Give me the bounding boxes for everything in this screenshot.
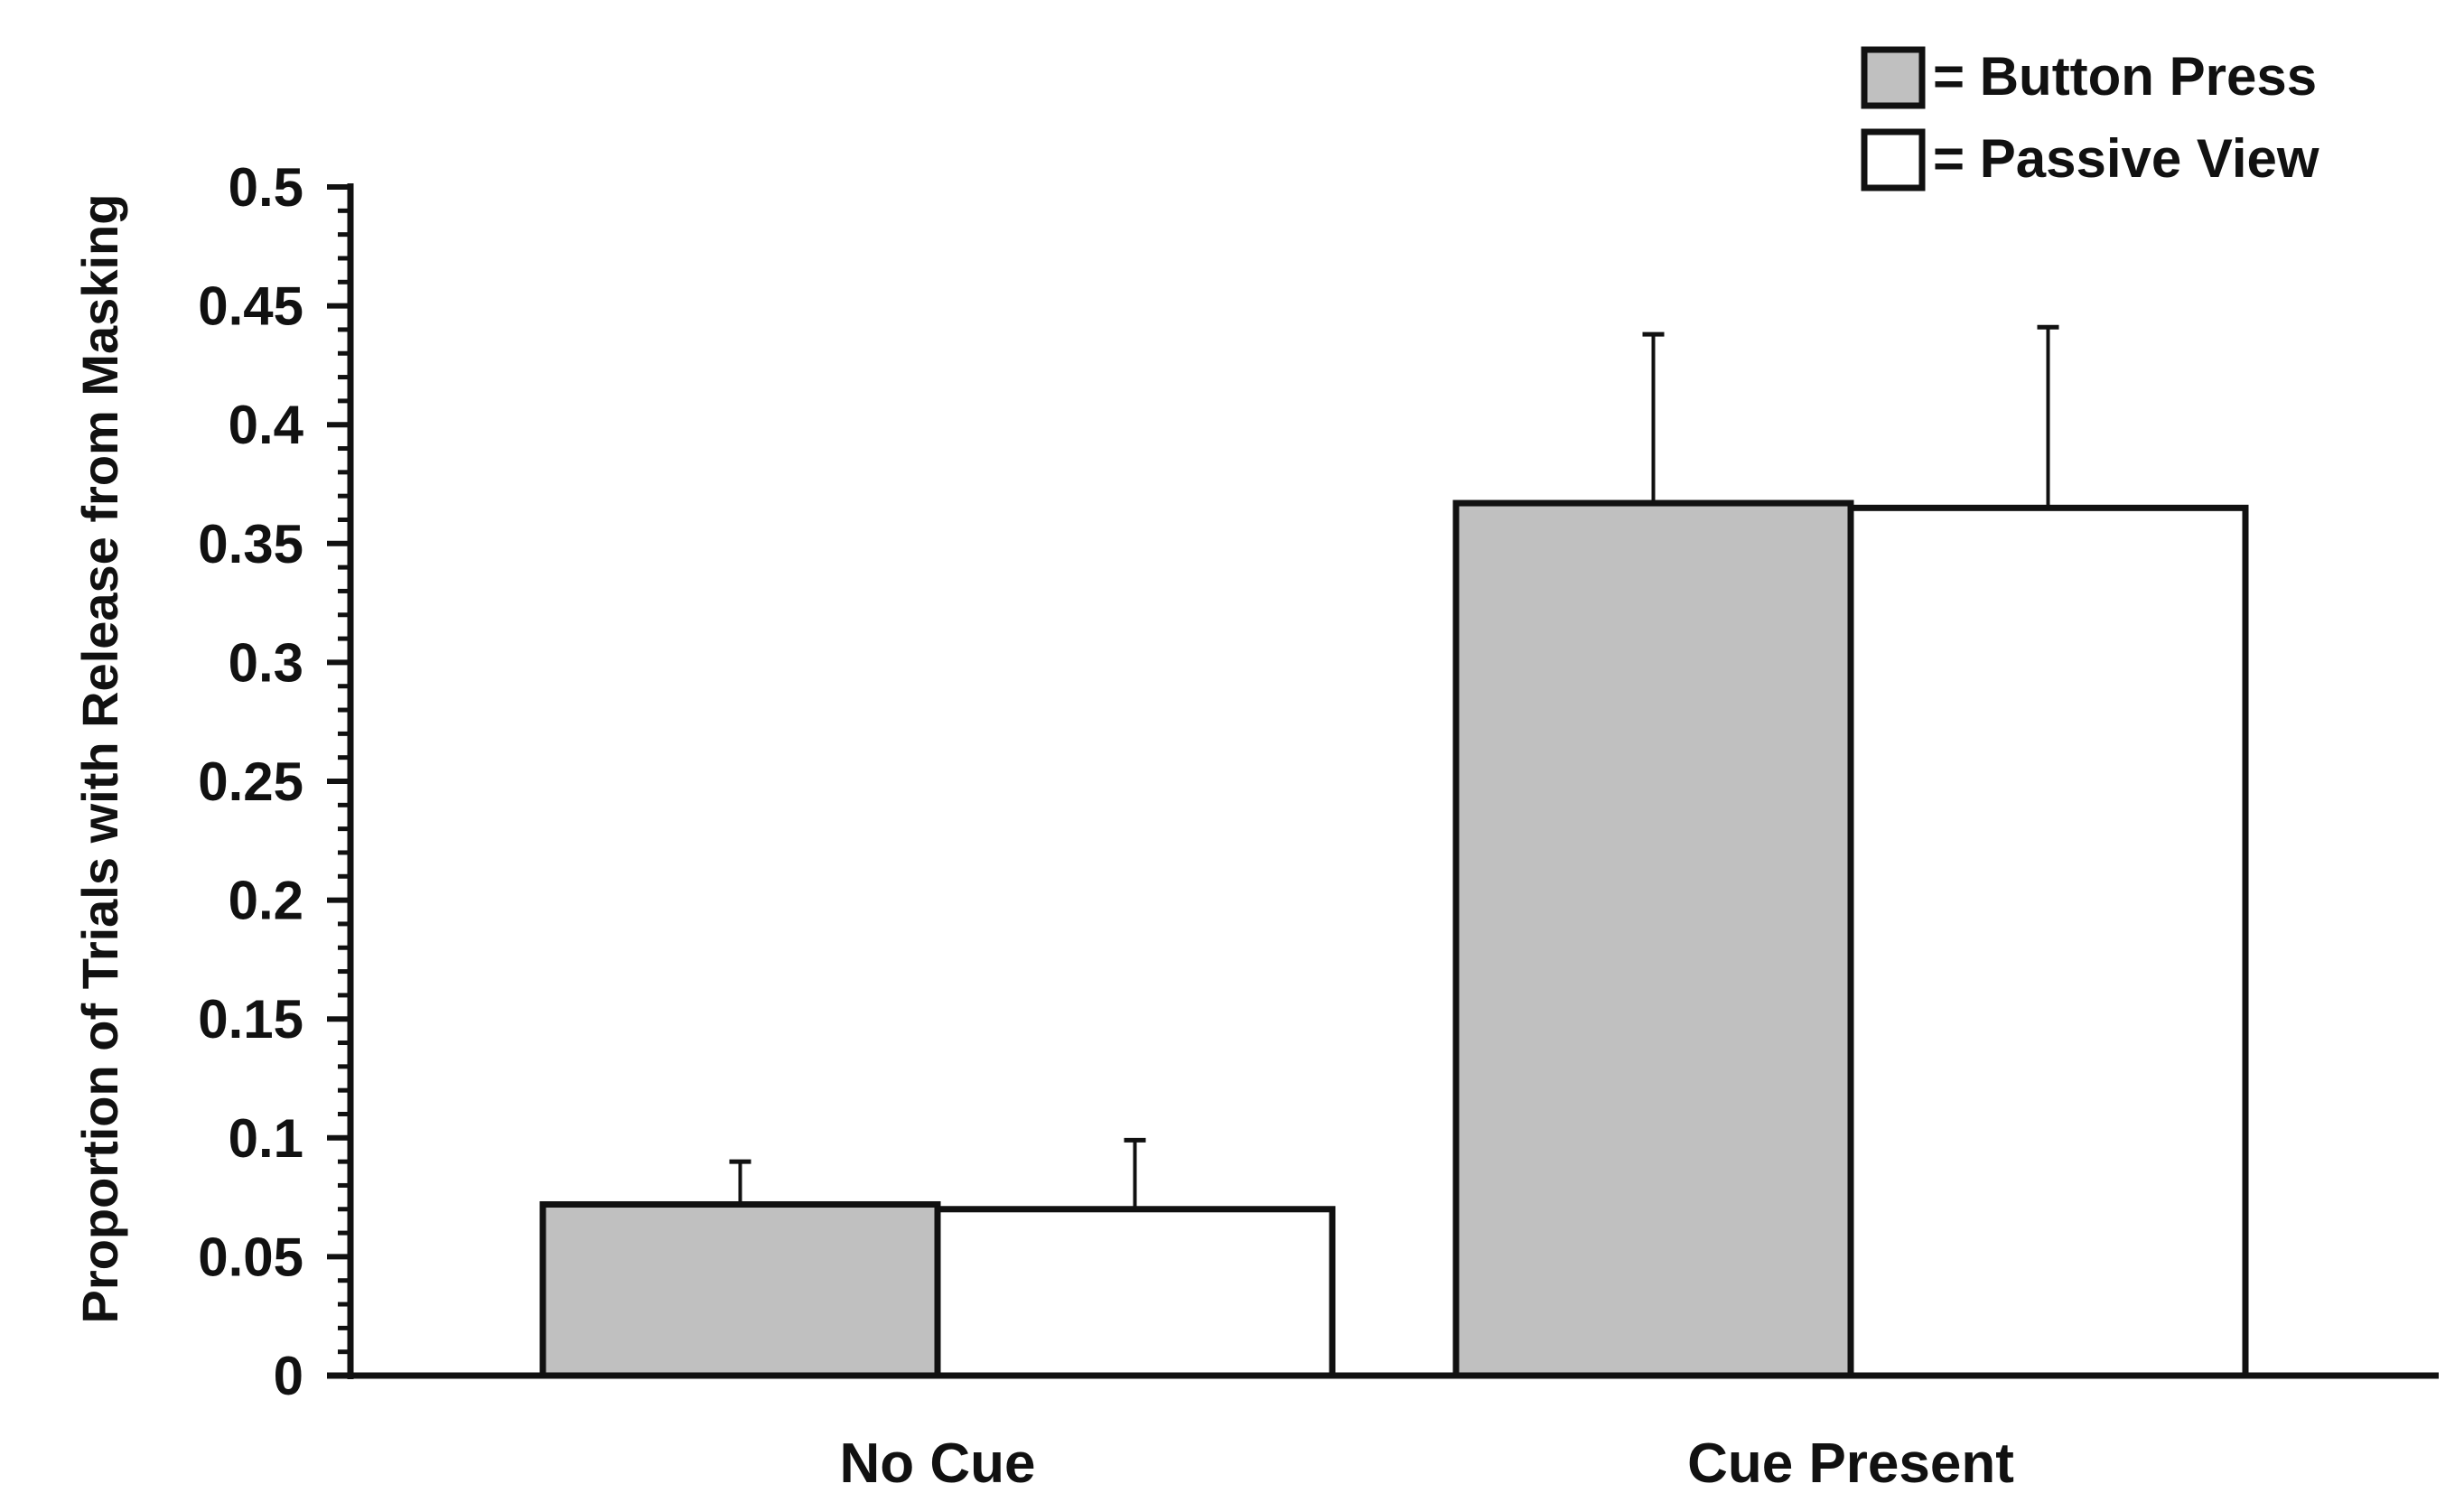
legend: = Button Press = Passive View	[1861, 46, 2319, 191]
y-tick-label: 0.2	[229, 871, 303, 931]
y-tick-label: 0.45	[198, 276, 303, 337]
y-tick-label: 0.3	[229, 632, 303, 693]
x-category-labels: No Cue Cue Present	[840, 1432, 2014, 1493]
bar-cue-present-button-press	[1452, 499, 1854, 1379]
y-tick-label: 0.15	[198, 989, 303, 1050]
error-bars-layer	[729, 324, 2059, 1209]
y-tick-label: 0.1	[229, 1108, 303, 1169]
legend-swatch-passive-view	[1861, 128, 1926, 191]
bars-layer	[539, 499, 2249, 1379]
y-axis-title: Proportion of Trials with Release from M…	[71, 194, 128, 1324]
y-tick-label: 0.5	[229, 157, 303, 218]
y-tick-label: 0.25	[198, 751, 303, 812]
x-category-label: Cue Present	[1687, 1432, 2014, 1493]
y-tick-labels: 0 0.05 0.1 0.15 0.2 0.25 0.3 0.35 0.4 0.45 0.5	[198, 157, 303, 1406]
bar-no-cue-passive-view	[934, 1206, 1336, 1379]
y-tick-label: 0.35	[198, 514, 303, 574]
y-tick-label: 0.4	[229, 395, 304, 455]
bar-cue-present-passive-view	[1847, 504, 2249, 1379]
legend-swatch-button-press	[1861, 46, 1926, 109]
bar-no-cue-button-press	[539, 1200, 941, 1379]
legend-label-button-press: = Button Press	[1933, 46, 2317, 107]
axes-layer	[327, 183, 2439, 1379]
legend-label-passive-view: = Passive View	[1933, 128, 2319, 189]
y-tick-label: 0.05	[198, 1227, 303, 1287]
y-tick-label: 0	[274, 1346, 303, 1406]
x-category-label: No Cue	[840, 1432, 1036, 1493]
